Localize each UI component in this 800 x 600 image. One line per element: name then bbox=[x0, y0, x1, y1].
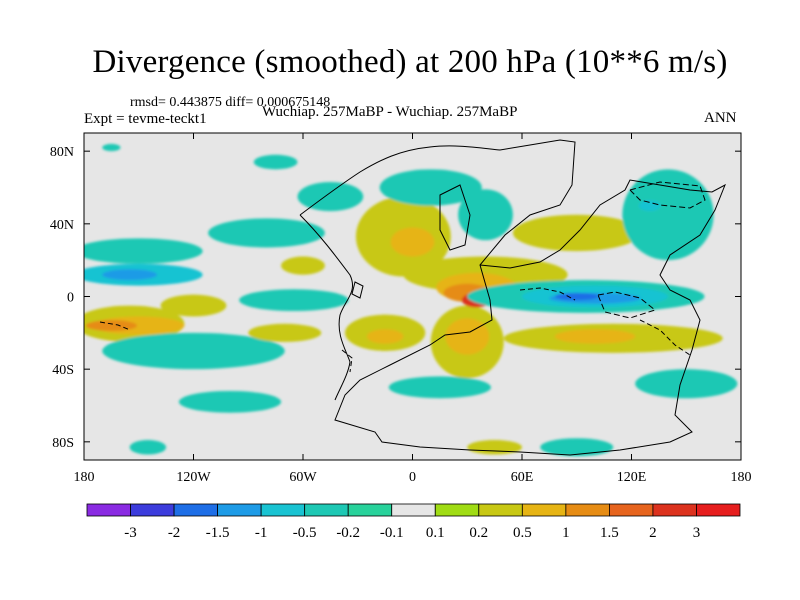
colorbar-swatch bbox=[609, 503, 654, 517]
colorbar-swatch bbox=[696, 503, 741, 517]
colorbar-swatch bbox=[217, 503, 262, 517]
contour-blob bbox=[102, 143, 121, 152]
colorbar-label: -0.2 bbox=[336, 525, 360, 541]
contour-blob bbox=[638, 200, 661, 212]
colorbar-label: -0.5 bbox=[293, 525, 317, 541]
x-tick-label: 120W bbox=[176, 470, 211, 485]
colorbar-label: -1 bbox=[255, 525, 268, 541]
colorbar-swatch bbox=[304, 503, 349, 517]
colorbar-swatch bbox=[434, 503, 480, 517]
colorbar-swatch bbox=[652, 503, 697, 517]
chart-title: Divergence (smoothed) at 200 hPa (10**6 … bbox=[92, 44, 728, 80]
contour-blob bbox=[379, 169, 482, 206]
central-fragment-coastline bbox=[519, 287, 576, 301]
x-tick-label: 180 bbox=[74, 470, 95, 485]
contour-blob bbox=[102, 332, 285, 370]
north-fragment-coastline bbox=[629, 181, 706, 209]
y-tick-label: 80S bbox=[52, 436, 74, 451]
contour-blob bbox=[390, 227, 435, 257]
colorbar-label: 3 bbox=[693, 525, 701, 541]
x-tick-label: 120E bbox=[617, 470, 647, 485]
west-fragment-coastline bbox=[99, 321, 131, 331]
colorbar-label: 1.5 bbox=[600, 525, 619, 541]
x-tick-label: 60E bbox=[511, 470, 534, 485]
colorbar-label: 0.5 bbox=[513, 525, 532, 541]
season-label: ANN bbox=[704, 110, 737, 126]
contour-blob bbox=[208, 218, 325, 248]
contour-blob bbox=[445, 318, 490, 355]
experiment-label: Expt = tevme-teckt1 bbox=[84, 111, 207, 127]
y-axis: 80N 40N 0 40S 80S bbox=[50, 145, 741, 451]
southwest-fragment-coastline bbox=[341, 349, 353, 373]
coastlines bbox=[99, 139, 726, 456]
rmsd-diff-stats: rmsd= 0.443875 diff= 0.000675148 bbox=[130, 95, 331, 110]
colorbar-label: -0.1 bbox=[380, 525, 404, 541]
contour-blob bbox=[297, 182, 364, 212]
contour-blob bbox=[622, 169, 714, 261]
colorbar-label: 2 bbox=[649, 525, 657, 541]
contour-blob bbox=[178, 390, 282, 413]
contour-blob bbox=[540, 438, 614, 457]
colorbar-label: 0.1 bbox=[426, 525, 445, 541]
colorbar-swatch bbox=[391, 503, 436, 517]
colorbar-swatch bbox=[565, 503, 610, 517]
contour-blob bbox=[467, 440, 522, 455]
y-tick-label: 40N bbox=[50, 218, 74, 233]
contour-blob bbox=[102, 269, 157, 281]
colorbar-label: -2 bbox=[168, 525, 181, 541]
contour-blob bbox=[554, 292, 599, 301]
contour-blob bbox=[458, 189, 513, 241]
tethys-coastline bbox=[299, 214, 354, 401]
colorbar-label: -1.5 bbox=[206, 525, 230, 541]
contour-blob bbox=[85, 320, 137, 332]
colorbar-label: 1 bbox=[562, 525, 570, 541]
y-tick-label: 80N bbox=[50, 145, 74, 160]
southeast-fragment-coastline bbox=[639, 319, 691, 356]
contour-blob bbox=[554, 329, 636, 344]
x-tick-label: 60W bbox=[289, 470, 317, 485]
x-axis: 180 120W 60W 0 60E 120E 180 bbox=[74, 133, 752, 485]
colorbar-swatch bbox=[86, 503, 131, 517]
contour-blob bbox=[160, 294, 227, 317]
contour-fill-layer bbox=[84, 143, 738, 457]
colorbar-label: -3 bbox=[124, 525, 137, 541]
colorbar-swatch bbox=[260, 503, 306, 517]
contour-blob bbox=[635, 369, 738, 399]
colorbar-label: 0.2 bbox=[469, 525, 488, 541]
contour-blob bbox=[366, 329, 404, 344]
contour-blob bbox=[281, 256, 325, 275]
contour-blob bbox=[248, 323, 322, 342]
colorbar-swatch bbox=[521, 503, 567, 517]
colorbar-swatch bbox=[478, 503, 523, 517]
x-tick-label: 0 bbox=[409, 470, 416, 485]
pangea-coastline bbox=[299, 139, 726, 456]
contour-blob bbox=[84, 238, 203, 264]
contour-blob bbox=[253, 154, 298, 170]
x-tick-label: 180 bbox=[731, 470, 752, 485]
gulf-island-coastline bbox=[351, 281, 364, 299]
north-island-coastline bbox=[439, 184, 471, 251]
y-tick-label: 0 bbox=[67, 291, 74, 306]
y-tick-label: 40S bbox=[52, 363, 74, 378]
contour-blob bbox=[239, 289, 349, 312]
case-label: Wuchiap. 257MaBP - Wuchiap. 257MaBP bbox=[262, 104, 518, 120]
colorbar: -3 -2 -1.5 -1 -0.5 -0.2 -0.1 0.1 0.2 0.5 1 1.5 2 3 bbox=[86, 503, 741, 541]
colorbar-swatch bbox=[173, 503, 218, 517]
colorbar-swatch bbox=[130, 503, 175, 517]
contour-blob bbox=[388, 376, 491, 399]
colorbar-swatch bbox=[347, 503, 393, 517]
contour-blob bbox=[129, 440, 167, 455]
